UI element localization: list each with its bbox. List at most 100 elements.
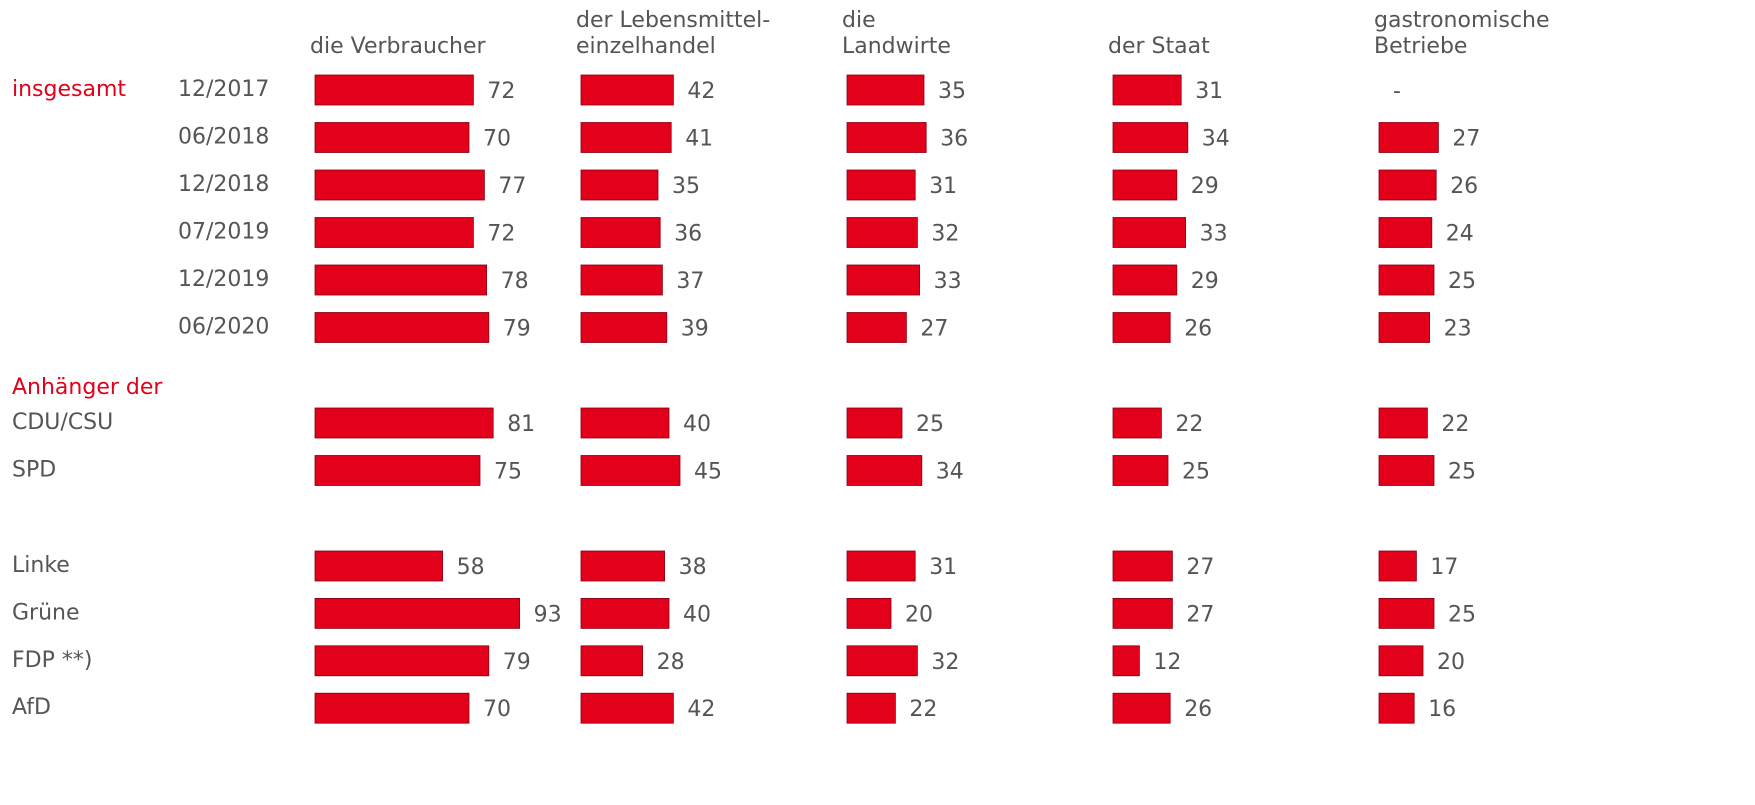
bar	[1378, 122, 1439, 153]
bar	[314, 645, 490, 677]
bar	[846, 169, 916, 201]
bar	[1112, 169, 1178, 201]
group-label: Anhänger der	[12, 375, 163, 400]
value-label: 41	[685, 127, 713, 152]
bar	[846, 550, 916, 582]
bar	[1112, 407, 1162, 439]
value-label: 78	[501, 269, 529, 294]
value-label: 42	[687, 79, 715, 104]
value-label: 22	[909, 697, 937, 722]
value-label: 31	[929, 174, 957, 199]
value-label: 26	[1184, 697, 1212, 722]
bar	[846, 407, 903, 439]
column-header: gastronomische	[1374, 8, 1550, 33]
row-label: AfD	[12, 695, 51, 720]
value-label: 24	[1446, 222, 1474, 247]
bar	[1112, 692, 1171, 724]
bar	[580, 264, 663, 296]
value-label: 25	[1182, 460, 1210, 485]
value-label: 72	[487, 222, 515, 247]
bar	[1378, 455, 1435, 486]
bar	[580, 455, 681, 486]
column-header: Landwirte	[842, 34, 951, 59]
value-label: 27	[920, 317, 948, 342]
bar	[314, 598, 521, 629]
row-label: 12/2017	[178, 77, 269, 102]
bar	[1112, 217, 1186, 248]
bar	[1112, 645, 1140, 677]
bar	[1378, 312, 1430, 343]
bar	[314, 169, 485, 201]
value-label: 33	[1200, 222, 1228, 247]
value-label: 77	[498, 174, 526, 199]
value-label: 34	[1202, 127, 1230, 152]
value-label: 12	[1153, 650, 1181, 675]
value-label: 39	[681, 317, 709, 342]
value-label: 36	[940, 127, 968, 152]
value-label: 34	[936, 460, 964, 485]
row-label: 07/2019	[178, 220, 269, 245]
bar	[580, 645, 643, 677]
value-label: 72	[487, 79, 515, 104]
bar	[580, 550, 665, 582]
row-label: CDU/CSU	[12, 410, 113, 435]
bar	[314, 217, 474, 248]
value-label: 42	[687, 697, 715, 722]
value-label: -	[1393, 79, 1401, 104]
bar	[1112, 74, 1182, 106]
bar	[1112, 312, 1171, 343]
bar	[314, 264, 488, 296]
column-header: der Staat	[1108, 34, 1210, 59]
row-label: 06/2018	[178, 125, 269, 150]
bar	[580, 74, 674, 106]
bar	[1112, 264, 1178, 296]
bar	[580, 407, 670, 439]
bar	[1378, 217, 1433, 248]
bar	[580, 598, 670, 629]
column-header: der Lebensmittel-	[576, 8, 770, 33]
bar	[1378, 645, 1424, 677]
value-label: 79	[503, 650, 531, 675]
value-label: 25	[1448, 602, 1476, 627]
row-label: 12/2019	[178, 267, 269, 292]
row-label: Grüne	[12, 600, 80, 625]
bar	[846, 692, 896, 724]
column-header: die Verbraucher	[310, 34, 487, 59]
value-label: 16	[1428, 697, 1456, 722]
value-label: 25	[916, 412, 944, 437]
value-label: 23	[1444, 317, 1472, 342]
value-label: 40	[683, 602, 711, 627]
value-label: 40	[683, 412, 711, 437]
bar	[1378, 264, 1435, 296]
row-label: 12/2018	[178, 172, 269, 197]
bar	[846, 74, 925, 106]
bar	[1378, 550, 1417, 582]
row-label: Linke	[12, 553, 70, 578]
bar	[314, 312, 490, 343]
row-label: FDP **)	[12, 648, 92, 673]
bar	[846, 645, 918, 677]
bar	[580, 692, 674, 724]
bar	[846, 598, 892, 629]
value-label: 28	[657, 650, 685, 675]
value-label: 70	[483, 697, 511, 722]
row-label: 06/2020	[178, 315, 269, 340]
value-label: 25	[1448, 269, 1476, 294]
bar	[314, 122, 470, 153]
bar	[580, 122, 672, 153]
bar	[846, 312, 907, 343]
bar	[846, 217, 918, 248]
bar	[580, 312, 668, 343]
value-label: 36	[674, 222, 702, 247]
bar	[1112, 598, 1173, 629]
value-label: 33	[934, 269, 962, 294]
value-label: 20	[905, 602, 933, 627]
value-label: 38	[679, 555, 707, 580]
value-label: 81	[507, 412, 535, 437]
value-label: 37	[676, 269, 704, 294]
column-header: die	[842, 8, 876, 33]
group-label: insgesamt	[12, 77, 126, 102]
value-label: 35	[938, 79, 966, 104]
bar	[846, 455, 923, 486]
value-label: 20	[1437, 650, 1465, 675]
